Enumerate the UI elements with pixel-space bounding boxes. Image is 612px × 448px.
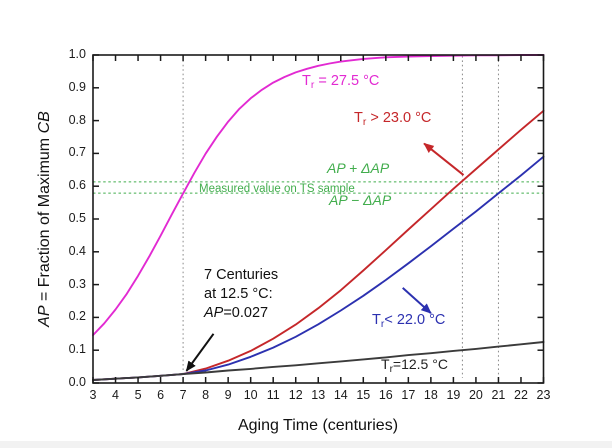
point-annotation-line3: AP=0.027 bbox=[204, 304, 278, 323]
red-curve-arrow bbox=[423, 142, 465, 176]
curve-label-gt-23C-t: T bbox=[354, 110, 363, 126]
x-tick-label: 10 bbox=[243, 388, 258, 402]
y-tick-label: 0.6 bbox=[68, 178, 86, 193]
band-label-upper: AP + ΔAP bbox=[327, 160, 390, 176]
x-tick-label: 20 bbox=[468, 388, 483, 402]
y-axis-title: AP = Fraction of Maximum CB bbox=[36, 111, 54, 327]
curve-label-gt-23C-sub: r bbox=[362, 116, 367, 128]
curve-label-gt-23C: Tr > 23.0 °C bbox=[354, 110, 432, 128]
curve-label-lt-22C-sub: r bbox=[380, 318, 385, 330]
y-axis-title-mid: = Fraction of Maximum bbox=[36, 133, 54, 306]
y-tick-label: 0.7 bbox=[68, 145, 86, 160]
curve-label-lt-22C-t: T bbox=[372, 312, 381, 328]
y-tick-label: 0.9 bbox=[68, 79, 86, 94]
x-tick-label: 23 bbox=[536, 388, 551, 402]
x-tick-label: 16 bbox=[378, 388, 393, 402]
curve-label-27-5C-rest: = 27.5 °C bbox=[314, 73, 380, 89]
y-tick-label: 0.0 bbox=[68, 375, 86, 389]
x-axis-title: Aging Time (centuries) bbox=[237, 417, 399, 435]
y-tick-label: 1.0 bbox=[68, 47, 86, 61]
x-tick-label: 11 bbox=[266, 388, 280, 402]
curve-label-27-5C: Tr = 27.5 °C bbox=[302, 73, 380, 91]
x-tick-label: 7 bbox=[179, 388, 187, 402]
point-annotation-line1: 7 Centuries bbox=[204, 267, 279, 283]
x-tick-label: 12 bbox=[288, 388, 303, 402]
curve-label-27-5C-sub: r bbox=[310, 79, 315, 91]
point-annotation: 7 Centuries at 12.5 °C: AP=0.027 bbox=[204, 266, 278, 323]
curve-label-12-5C-rest: =12.5 °C bbox=[392, 356, 448, 372]
x-tick-label: 14 bbox=[333, 388, 348, 402]
x-tick-label: 13 bbox=[311, 388, 326, 402]
y-tick-label: 0.8 bbox=[68, 112, 86, 127]
page-bottom-edge bbox=[0, 441, 612, 448]
x-tick-label: 5 bbox=[134, 388, 142, 402]
x-tick-label: 18 bbox=[423, 388, 438, 402]
y-tick-label: 0.3 bbox=[68, 276, 86, 291]
curve-3 bbox=[92, 341, 545, 381]
x-tick-label: 21 bbox=[491, 388, 506, 402]
plot-frame bbox=[92, 54, 545, 384]
band-label-measured: Measured value on TS sample bbox=[199, 182, 355, 195]
x-tick-label: 3 bbox=[89, 388, 97, 402]
x-tick-label: 17 bbox=[401, 388, 416, 402]
y-tick-label: 0.4 bbox=[68, 243, 86, 258]
y-tick-label: 0.5 bbox=[68, 211, 86, 225]
point-annotation-ap: AP bbox=[204, 305, 224, 321]
curve-0 bbox=[92, 54, 545, 337]
point-annotation-value: =0.027 bbox=[223, 305, 269, 321]
curve-label-lt-22C-rest: < 22.0 °C bbox=[384, 312, 446, 328]
x-tick-label: 9 bbox=[224, 388, 232, 402]
x-tick-label: 4 bbox=[112, 388, 119, 402]
curve-label-12-5C-t: T bbox=[381, 356, 390, 372]
y-axis-title-ap: AP bbox=[36, 305, 54, 327]
x-tick-label: 6 bbox=[157, 388, 165, 402]
axes-frame bbox=[92, 54, 545, 384]
curve-1 bbox=[92, 109, 545, 381]
x-tick-label: 22 bbox=[514, 388, 528, 402]
blue-curve-arrow bbox=[402, 287, 432, 314]
y-tick-label: 0.1 bbox=[68, 342, 86, 357]
y-axis-title-cb: CB bbox=[36, 111, 54, 134]
curve-label-12-5C-sub: r bbox=[389, 363, 393, 375]
annotation-arrow bbox=[185, 333, 215, 372]
annotation-arrows bbox=[185, 142, 465, 372]
y-tick-label: 0.2 bbox=[68, 309, 86, 324]
data-curves bbox=[92, 54, 545, 381]
x-tick-label: 8 bbox=[202, 388, 210, 402]
x-tick-label: 15 bbox=[356, 388, 371, 402]
curve-label-lt-22C: Tr< 22.0 °C bbox=[372, 312, 446, 330]
point-annotation-line2: at 12.5 °C: bbox=[204, 286, 273, 302]
x-tick-label: 19 bbox=[446, 388, 461, 402]
band-label-lower: AP − ΔAP bbox=[329, 192, 392, 208]
reference-lines bbox=[93, 56, 544, 378]
curve-label-27-5C-t: T bbox=[302, 73, 311, 89]
curve-label-gt-23C-rest: > 23.0 °C bbox=[366, 110, 432, 126]
curve-label-12-5C: Tr=12.5 °C bbox=[381, 356, 448, 375]
